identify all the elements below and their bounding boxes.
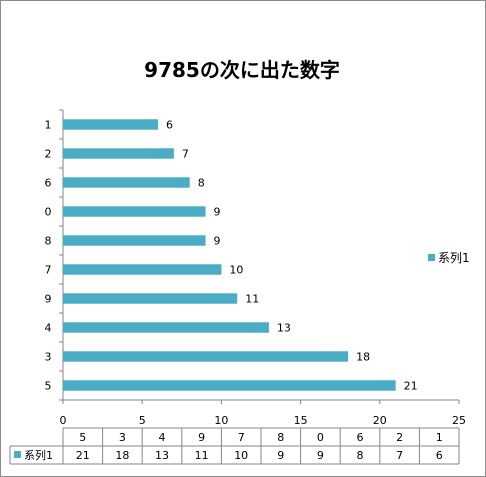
y-tick-label: 5	[45, 380, 52, 393]
table-value-cell: 9	[277, 449, 284, 462]
y-tick-label: 3	[45, 351, 52, 364]
y-tick-label: 1	[45, 119, 52, 132]
legend-label: 系列1	[438, 251, 470, 265]
data-label: 8	[198, 177, 205, 190]
data-label: 10	[229, 264, 243, 277]
y-tick-label: 0	[45, 206, 52, 219]
table-value-cell: 11	[195, 449, 209, 462]
data-label: 18	[356, 351, 370, 364]
x-tick-label: 25	[452, 414, 466, 427]
x-tick-label: 5	[139, 414, 146, 427]
legend-swatch	[428, 254, 435, 261]
data-label: 11	[245, 293, 259, 306]
table-header-cell: 8	[277, 431, 284, 444]
table-value-cell: 21	[76, 449, 90, 462]
x-tick-label: 20	[373, 414, 387, 427]
table-header-cell: 7	[238, 431, 245, 444]
x-tick-label: 10	[214, 414, 228, 427]
data-label: 9	[214, 206, 221, 219]
table-header-cell: 5	[79, 431, 86, 444]
bar	[63, 177, 190, 188]
table-header-cell: 2	[396, 431, 403, 444]
y-tick-label: 9	[45, 293, 52, 306]
table-value-cell: 10	[234, 449, 248, 462]
bar	[63, 322, 269, 333]
table-header-cell: 3	[119, 431, 126, 444]
y-tick-label: 7	[45, 264, 52, 277]
table-value-cell: 7	[396, 449, 403, 462]
table-legend-swatch	[14, 451, 21, 458]
data-label: 7	[182, 148, 189, 161]
data-label: 9	[214, 235, 221, 248]
table-header-cell: 9	[198, 431, 205, 444]
data-label: 13	[277, 322, 291, 335]
y-tick-label: 8	[45, 235, 52, 248]
table-value-cell: 18	[115, 449, 129, 462]
x-tick-label: 15	[294, 414, 308, 427]
bar	[63, 148, 174, 159]
bar	[63, 206, 206, 217]
plot-area: 5 21 3 18 4 13 9 11 7 10 8 9 0 9 6 8 2 7 1 6 0 5 10 15 20 25	[45, 109, 466, 427]
table-value-cell: 9	[317, 449, 324, 462]
bar	[63, 119, 159, 130]
data-table: 5 21 3 18 4 13 9 11 7 10 8 9 0 9 6 8 2 7 1 6 系列1	[9, 427, 460, 465]
data-label: 21	[404, 380, 418, 393]
chart-title: 9785の次に出た数字	[144, 58, 340, 82]
x-tick-label: 0	[60, 414, 67, 427]
data-label: 6	[166, 119, 173, 132]
table-value-cell: 13	[155, 449, 169, 462]
legend: 系列1	[428, 251, 470, 265]
bar	[63, 264, 222, 275]
table-series-label: 系列1	[24, 448, 53, 462]
table-value-cell: 8	[357, 449, 364, 462]
table-header-cell: 4	[159, 431, 166, 444]
table-header-cell: 6	[357, 431, 364, 444]
y-tick-label: 4	[45, 322, 52, 335]
table-value-cell: 6	[436, 449, 443, 462]
table-header-cell: 0	[317, 431, 324, 444]
y-tick-label: 2	[45, 148, 52, 161]
y-tick-label: 6	[45, 177, 52, 190]
table-header-cell: 1	[436, 431, 443, 444]
bar	[63, 380, 396, 391]
bar	[63, 293, 238, 304]
bar	[63, 351, 349, 362]
bar	[63, 235, 206, 246]
